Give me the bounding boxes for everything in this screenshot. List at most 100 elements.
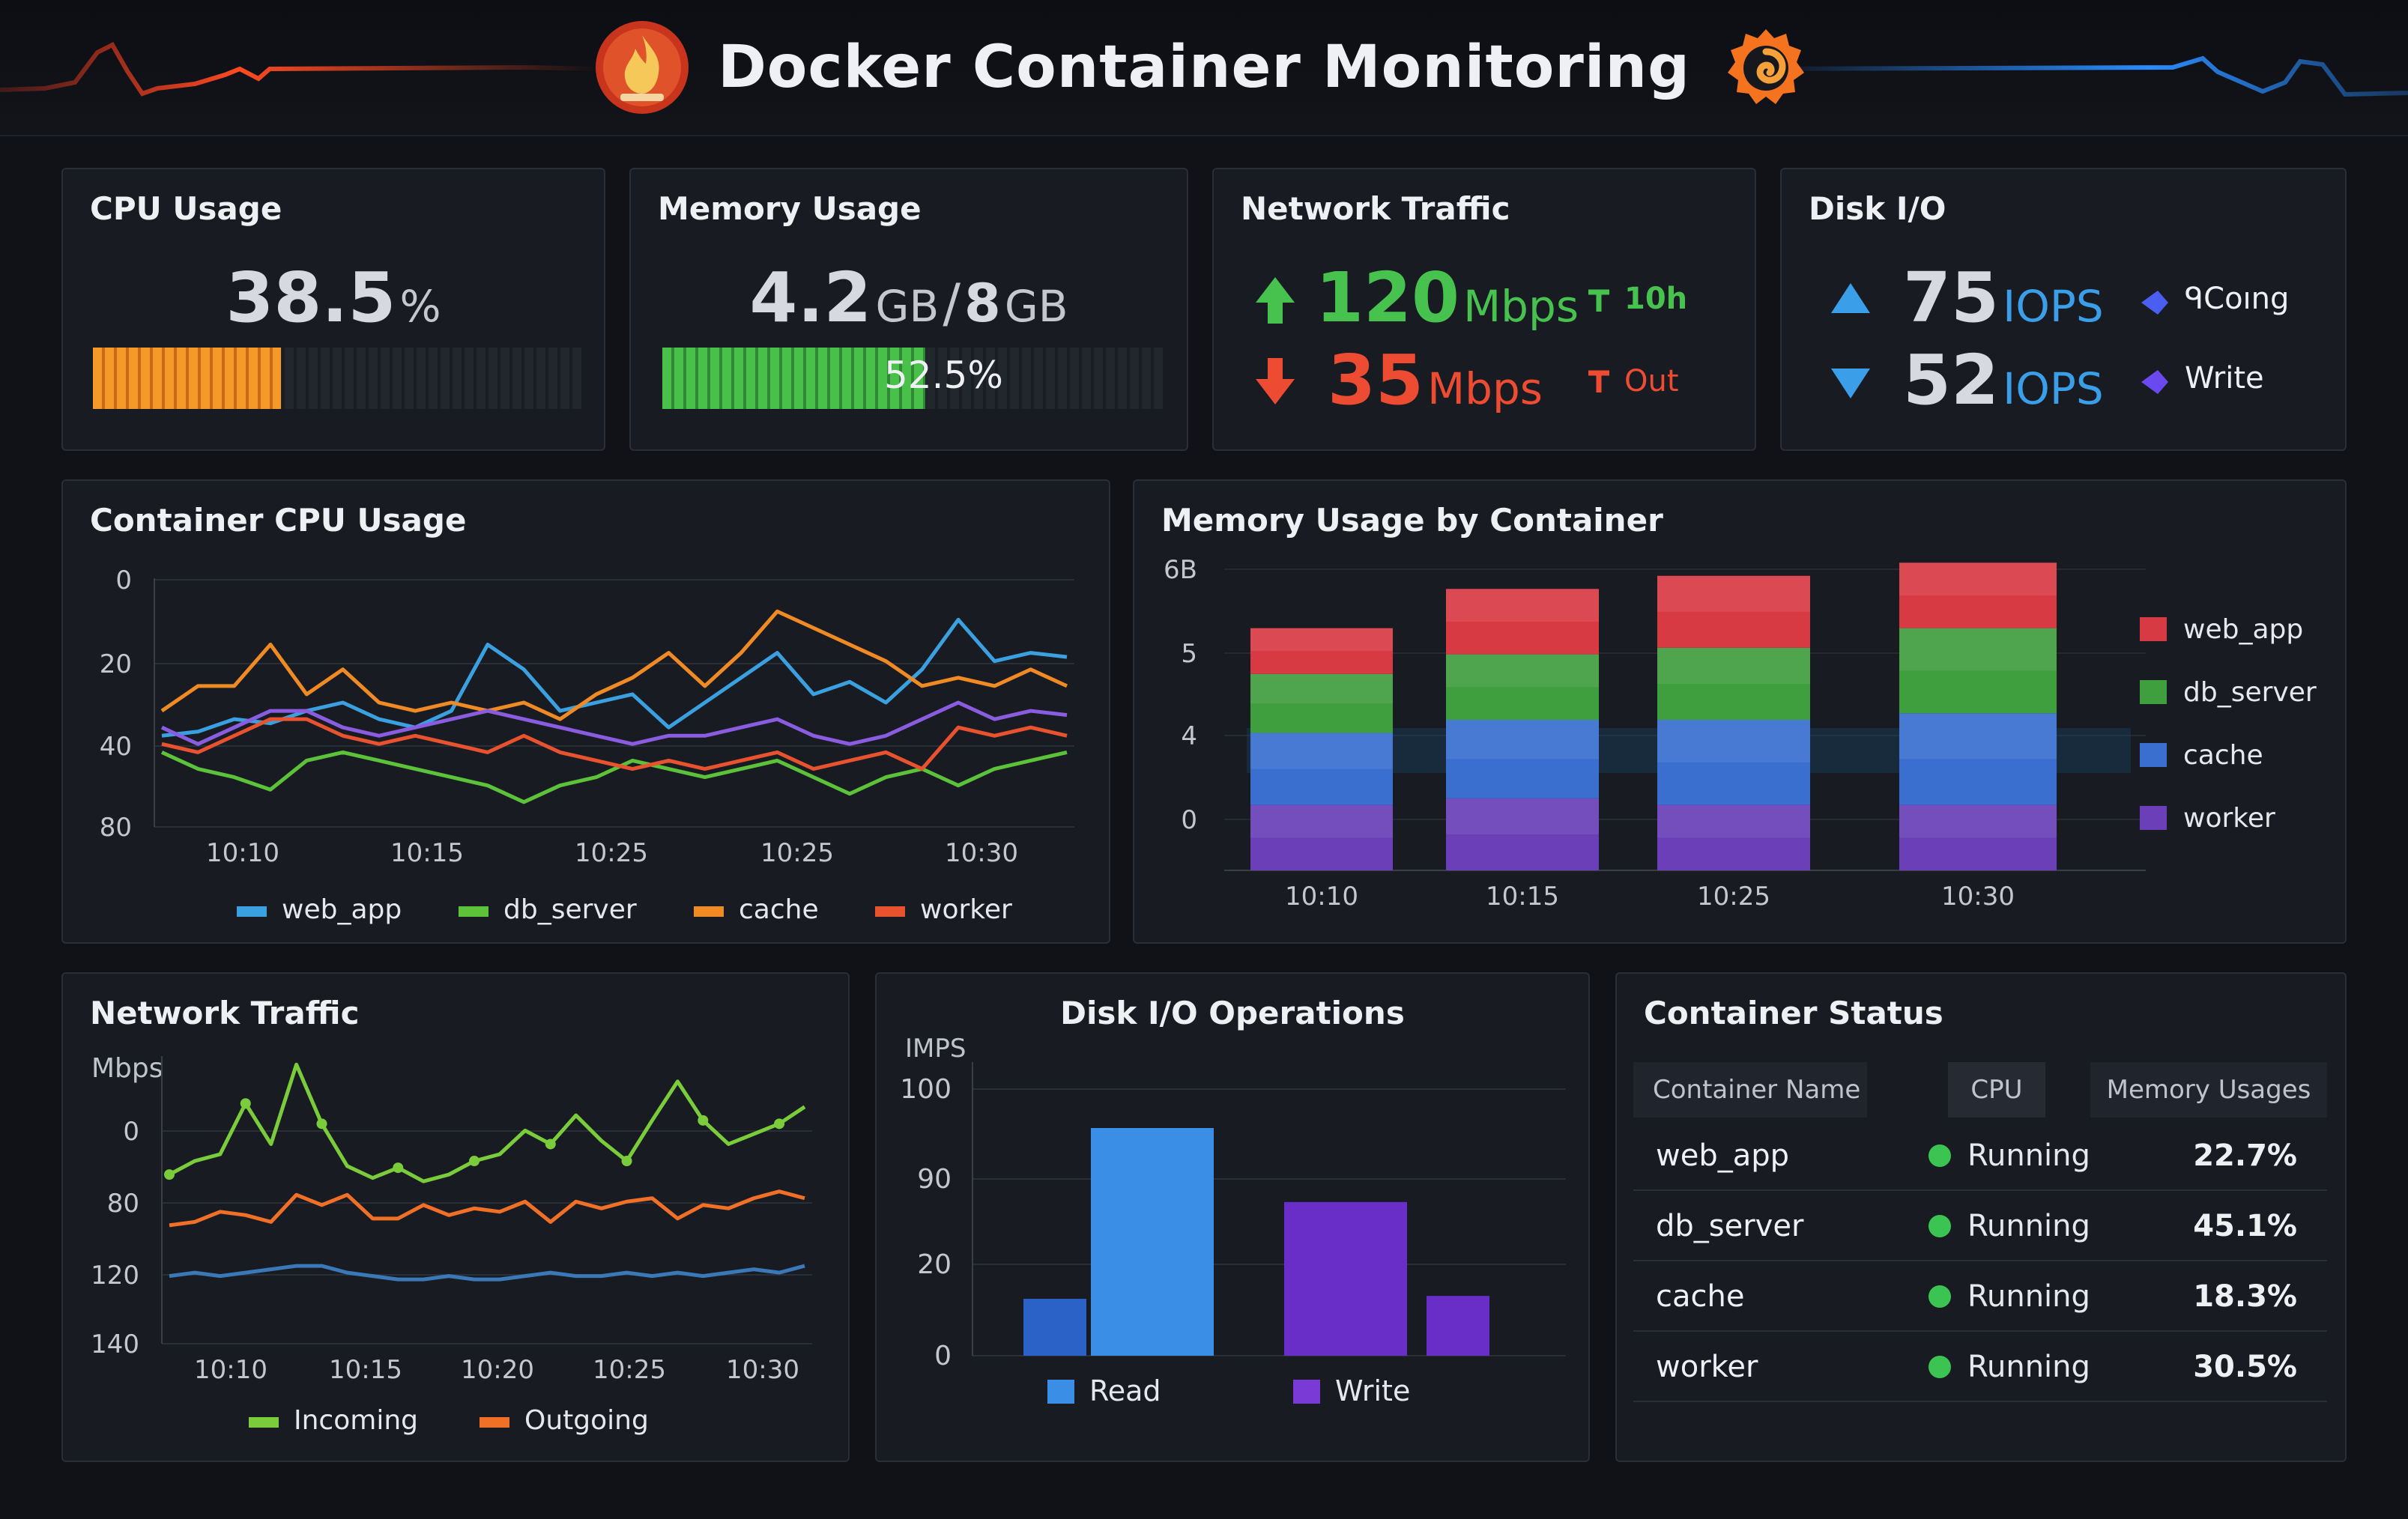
bar (1427, 1296, 1489, 1356)
y-tick-label: 120 (91, 1261, 139, 1291)
disk-io-stat-panel: Disk I/O 75 IOPS ᑫCoıng 52 IOPS Write (1780, 168, 2347, 451)
column-header-cpu[interactable]: CPU (1948, 1062, 2045, 1118)
memory-readout: 4.2 GB / 8 GB (631, 258, 1187, 338)
disk-write-readout: 52 IOPS (1903, 340, 2104, 420)
x-tick-label: 10:25 (1697, 882, 1770, 912)
disk-read-unit: IOPS (2003, 281, 2104, 332)
x-tick-label: 10:15 (329, 1355, 402, 1385)
disk-read-value: 75 (1903, 258, 2000, 338)
status-dot-icon (1928, 1215, 1951, 1237)
disk-write-label: Write (2185, 361, 2264, 395)
bar (1284, 1201, 1407, 1356)
cpu-line-chart: 0 20 40 80 10:10 10:15 10:25 10:25 10:30 web_app d… (100, 566, 1074, 925)
y-tick-label: 20 (100, 649, 132, 679)
y-tick-label: 4 (1181, 721, 1197, 751)
bar-segment (1657, 720, 1810, 805)
memory-progress-track (662, 348, 1163, 409)
series-line (160, 609, 1068, 721)
bar-segment (1250, 628, 1393, 674)
container-cpu-usage-panel: Container CPU Usage 0 20 40 80 10:10 10:15 10:… (61, 479, 1110, 944)
y-tick-label: 0 (934, 1341, 952, 1371)
legend-label: Write (1335, 1374, 1410, 1407)
x-tick-label: 10:30 (1941, 882, 2015, 912)
network-in-label: 10h (1624, 282, 1688, 316)
memory-progress-fill (662, 348, 925, 409)
panel-title: CPU Usage (90, 190, 282, 227)
bar-segment (1899, 563, 2057, 628)
container-name: db_server (1656, 1209, 1804, 1243)
y-tick-label: 0 (123, 1117, 139, 1147)
memory-percent: 52.5% (884, 354, 1003, 397)
bar-segment-shade (1657, 720, 1810, 762)
network-in-readout: 120 Mbps (1316, 258, 1579, 338)
network-in-unit: Mbps (1463, 281, 1579, 332)
page-title: Docker Container Monitoring (718, 34, 1690, 101)
x-tick-label: 10:25 (575, 838, 648, 868)
bar-segment (1250, 673, 1393, 733)
status-dot-icon (1928, 1144, 1951, 1167)
network-out-readout: 35 Mbps (1328, 340, 1543, 420)
status-text: Running (1967, 1139, 2090, 1173)
x-tick-label: 10:10 (194, 1355, 267, 1385)
legend-swatch (2140, 806, 2167, 830)
column-header-memory[interactable]: Memory Usages (2090, 1062, 2327, 1118)
legend-swatch (249, 1417, 279, 1428)
legend-label: cache (739, 894, 819, 925)
column-header-name[interactable]: Container Name (1633, 1062, 1867, 1118)
memory-unit: GB (875, 281, 940, 332)
table-row[interactable]: web_app Running 22.7% (1633, 1121, 2327, 1191)
bar-segment-shade (1250, 673, 1393, 704)
disk-bar-chart: 0 20 90 100 Read Write (900, 1062, 1566, 1407)
legend-swatch (237, 906, 267, 917)
legend-swatch (459, 906, 488, 917)
cpu-unit: % (399, 281, 441, 332)
bar-segment (1446, 589, 1599, 655)
data-point (545, 1139, 556, 1150)
header-waves (0, 42, 2408, 97)
cpu-progress-fill (93, 348, 282, 409)
unit-label: IMPS (905, 1034, 966, 1064)
y-tick-label: 20 (917, 1249, 952, 1280)
legend-label: worker (920, 894, 1012, 925)
table-row[interactable]: worker Running 30.5% (1633, 1332, 2327, 1402)
bar-segment (1899, 628, 2057, 714)
unit-label: Mbps (91, 1053, 163, 1084)
y-tick-label: 0 (115, 566, 132, 595)
series-line (160, 750, 1068, 804)
legend-swatch (2140, 680, 2167, 704)
panel-title: Network Traffic (90, 995, 360, 1031)
panel-title: Container CPU Usage (90, 502, 467, 539)
x-tick-label: 10:30 (726, 1355, 799, 1385)
bar-segment-shade (1446, 798, 1599, 834)
tee-up-icon (1588, 289, 1609, 312)
x-tick-label: 10:15 (1486, 882, 1559, 912)
triangle-down-icon (1831, 369, 1870, 398)
table-row[interactable]: db_server Running 45.1% (1633, 1191, 2327, 1261)
data-point (164, 1169, 175, 1180)
arrow-down-icon (1256, 358, 1295, 404)
container-name: cache (1656, 1279, 1745, 1314)
bar-segment (1899, 804, 2057, 870)
bar (1023, 1299, 1086, 1356)
cpu-value: 38.5 (226, 258, 396, 338)
y-tick-label: 5 (1181, 639, 1197, 669)
flame-logo-icon (596, 21, 689, 114)
bar-segment-shade (1657, 575, 1810, 612)
bar-segment (1250, 804, 1393, 870)
bar-segment (1657, 647, 1810, 720)
panel-title: Memory Usage (658, 190, 922, 227)
network-out-unit: Mbps (1427, 363, 1543, 414)
table-row[interactable]: cache Running 18.3% (1633, 1261, 2327, 1332)
status-dot-icon (1928, 1285, 1951, 1308)
network-out-value: 35 (1328, 340, 1424, 420)
x-tick-label: 10:10 (206, 838, 279, 868)
y-tick-label: 40 (100, 732, 132, 762)
x-tick-label: 10:30 (945, 838, 1018, 868)
legend-label: cache (2183, 740, 2263, 771)
disk-read-readout: 75 IOPS (1903, 258, 2104, 338)
bar-segment (1250, 733, 1393, 805)
legend-swatch (2140, 743, 2167, 767)
network-in-value: 120 (1316, 258, 1460, 338)
legend-swatch (1293, 1380, 1320, 1404)
bar-segment-shade (1899, 804, 2057, 838)
